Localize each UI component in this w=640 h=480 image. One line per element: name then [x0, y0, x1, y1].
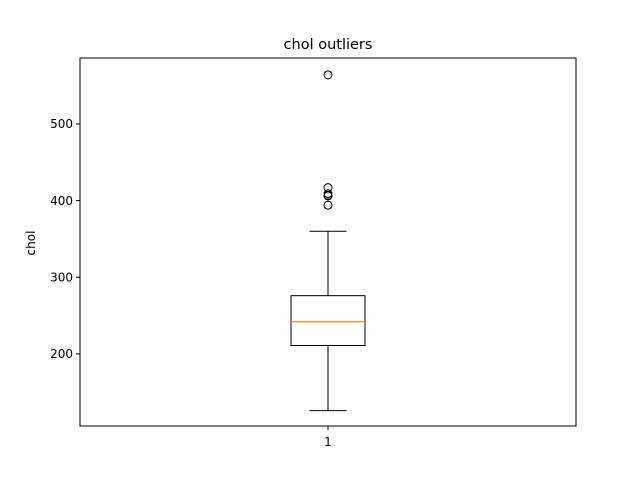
y-tick-label: 200: [50, 347, 73, 361]
chart-title: chol outliers: [284, 37, 373, 53]
outlier-point: [323, 200, 333, 210]
y-axis-ticks: 200 300 400 500: [50, 117, 80, 361]
y-tick-label: 400: [50, 194, 73, 208]
outlier-point: [323, 70, 333, 80]
plot-frame: [79, 57, 577, 427]
outlier-point: [323, 191, 333, 201]
y-tick-label: 300: [50, 271, 73, 285]
plot-area: [290, 70, 366, 412]
box-iqr: [290, 295, 366, 346]
x-axis-ticks: 1: [324, 426, 332, 449]
y-tick-label: 500: [50, 117, 73, 131]
y-axis-label: chol: [24, 231, 38, 256]
x-tick-label: 1: [324, 435, 332, 449]
